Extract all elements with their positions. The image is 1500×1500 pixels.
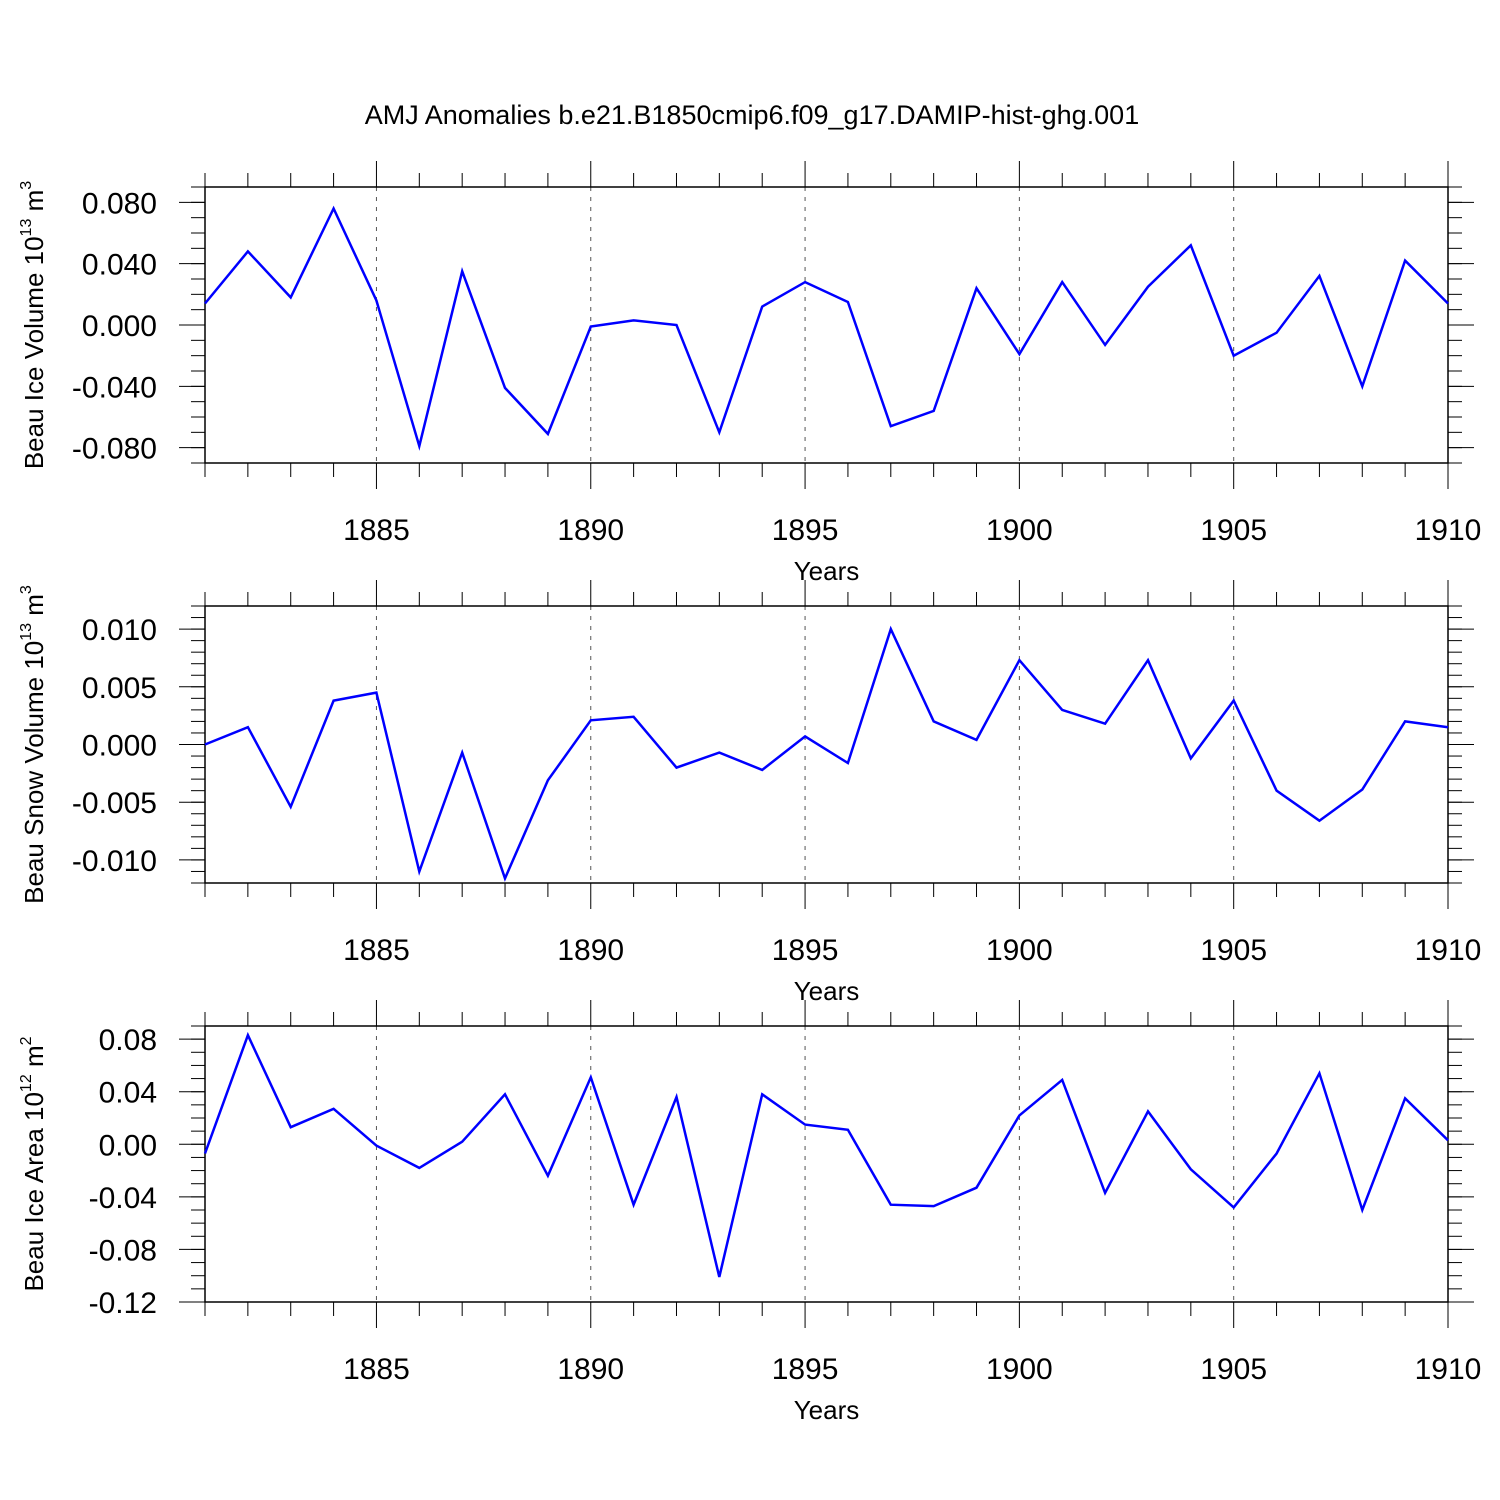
y-tick-label: -0.04 (89, 1182, 157, 1215)
x-tick-label: 1905 (1200, 514, 1267, 547)
x-tick-label: 1895 (772, 934, 839, 967)
y-axis-label: Beau Ice Area 1012 m2 (18, 1036, 49, 1291)
x-tick-label: 1890 (557, 1353, 624, 1386)
x-tick-label: 1885 (343, 1353, 410, 1386)
x-tick-label: 1885 (343, 514, 410, 547)
x-tick-label: 1910 (1415, 934, 1482, 967)
y-tick-label: -0.005 (72, 787, 157, 820)
y-tick-label: 0.08 (99, 1024, 157, 1057)
x-axis-label: Years (794, 556, 860, 586)
plot-frame (204, 605, 1449, 884)
y-tick-label: 0.000 (82, 730, 157, 763)
panel-1: 0.080 0.040 0.000 -0.040 -0.080 1885 1890 1895 1… (18, 161, 1481, 586)
plot-frame (204, 186, 1449, 464)
x-tick-label: 1890 (557, 934, 624, 967)
panel-3: 0.08 0.04 0.00 -0.04 -0.08 -0.12 1885 1890 1895 1… (18, 1000, 1481, 1425)
series-line (203, 1031, 1449, 1278)
y-tick-label: 0.010 (82, 614, 157, 647)
y-tick-label: -0.040 (72, 371, 157, 404)
panels: 0.080 0.040 0.000 -0.040 -0.080 1885 1890 1895 1… (18, 161, 1481, 1425)
y-tick-label: 0.04 (99, 1077, 157, 1110)
panel-2: 0.010 0.005 0.000 -0.005 -0.010 1885 1890 1895 1… (18, 580, 1481, 1006)
x-tick-label: 1900 (986, 934, 1053, 967)
x-tick-label: 1905 (1200, 1353, 1267, 1386)
series-line (204, 625, 1449, 882)
y-tick-label: 0.040 (82, 249, 157, 282)
x-tick-label: 1905 (1200, 934, 1267, 967)
series-line (204, 205, 1449, 451)
y-tick-label: -0.08 (89, 1234, 157, 1267)
x-tick-label: 1895 (772, 1353, 839, 1386)
y-axis-label: Beau Ice Volume 1013 m3 (18, 181, 49, 469)
x-axis-label: Years (794, 976, 860, 1006)
y-tick-label: -0.12 (89, 1287, 157, 1320)
x-tick-label: 1910 (1415, 1353, 1482, 1386)
x-tick-label: 1895 (772, 514, 839, 547)
y-tick-label: 0.00 (99, 1129, 157, 1162)
x-tick-label: 1900 (986, 514, 1053, 547)
x-tick-label: 1910 (1415, 514, 1482, 547)
y-tick-label: -0.010 (72, 845, 157, 878)
x-tick-label: 1900 (986, 1353, 1053, 1386)
x-tick-label: 1890 (557, 514, 624, 547)
y-tick-label: 0.005 (82, 672, 157, 705)
y-tick-label: -0.080 (72, 433, 157, 466)
plot-frame (204, 1025, 1449, 1303)
figure-title: AMJ Anomalies b.e21.B1850cmip6.f09_g17.D… (365, 100, 1139, 130)
x-axis-label: Years (794, 1395, 860, 1425)
y-axis-label: Beau Snow Volume 1013 m3 (18, 585, 49, 904)
y-tick-label: 0.080 (82, 187, 157, 220)
y-tick-label: 0.000 (82, 310, 157, 343)
x-tick-label: 1885 (343, 934, 410, 967)
